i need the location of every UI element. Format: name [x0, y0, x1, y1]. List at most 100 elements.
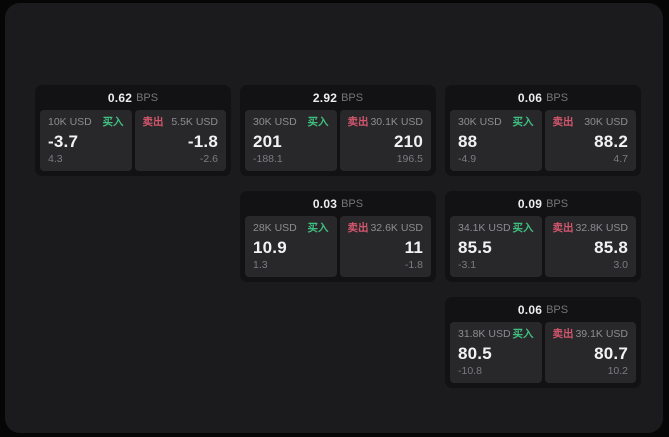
sell-sub-value: 3.0: [613, 259, 628, 271]
sell-quote-panel[interactable]: 卖出 39.1K USD 80.7 10.2: [544, 322, 636, 383]
bps-value: 0.06: [517, 90, 543, 105]
bps-suffix-label: BPS: [546, 303, 569, 316]
bps-value: 0.06: [517, 302, 543, 317]
sell-size: 39.1K USD: [575, 328, 628, 340]
sell-sub-value: -1.8: [404, 259, 423, 271]
bps-value: 2.92: [312, 90, 338, 105]
buy-sub-value: -10.8: [458, 365, 482, 377]
sell-price: 11: [404, 238, 423, 257]
bps-value: 0.09: [517, 196, 543, 211]
quote-card: 0.06 BPS 31.8K USD 买入 80.5 -10.8 卖出 39.1…: [445, 297, 641, 388]
quote-grid: 0.62 BPS 10K USD 买入 -3.7 4.3 卖出 5.5K USD…: [35, 85, 641, 388]
sell-size: 32.6K USD: [370, 222, 423, 234]
bps-suffix-label: BPS: [546, 91, 569, 104]
buy-side-label: 买入: [307, 222, 329, 234]
buy-top-row: 10K USD 买入: [48, 116, 124, 129]
buy-quote-panel[interactable]: 30K USD 买入 201 -188.1: [245, 110, 337, 171]
bps-suffix-label: BPS: [546, 197, 569, 210]
sell-side-label: 卖出: [142, 116, 164, 128]
quote-panels: 31.8K USD 买入 80.5 -10.8 卖出 39.1K USD 80.…: [450, 322, 636, 383]
sell-size: 32.8K USD: [575, 222, 628, 234]
quote-panels: 10K USD 买入 -3.7 4.3 卖出 5.5K USD -1.8 -2.…: [40, 110, 226, 171]
sell-price: 85.8: [594, 238, 628, 257]
buy-sub-value: 1.3: [253, 259, 268, 271]
sell-sub-value: 10.2: [607, 365, 628, 377]
buy-price: 85.5: [458, 238, 492, 257]
sell-price: 210: [394, 132, 423, 151]
sell-quote-panel[interactable]: 卖出 32.8K USD 85.8 3.0: [544, 216, 636, 277]
bps-header: 2.92 BPS: [245, 85, 431, 110]
sell-price: 88.2: [594, 132, 628, 151]
buy-size: 10K USD: [48, 116, 92, 128]
buy-top-row: 30K USD 买入: [253, 116, 329, 129]
bps-header: 0.62 BPS: [40, 85, 226, 110]
quote-card: 0.62 BPS 10K USD 买入 -3.7 4.3 卖出 5.5K USD…: [35, 85, 231, 176]
buy-top-row: 31.8K USD 买入: [458, 328, 534, 341]
bps-header: 0.03 BPS: [245, 191, 431, 216]
sell-size: 30.1K USD: [370, 116, 423, 128]
buy-size: 30K USD: [253, 116, 297, 128]
sell-size: 5.5K USD: [171, 116, 218, 128]
buy-size: 31.8K USD: [458, 328, 511, 340]
bps-value: 0.62: [107, 90, 133, 105]
buy-price: 80.5: [458, 344, 492, 363]
buy-quote-panel[interactable]: 10K USD 买入 -3.7 4.3: [40, 110, 132, 171]
sell-side-label: 卖出: [552, 116, 574, 128]
buy-sub-value: -188.1: [253, 153, 283, 165]
buy-price: 201: [253, 132, 282, 151]
buy-quote-panel[interactable]: 28K USD 买入 10.9 1.3: [245, 216, 337, 277]
sell-sub-value: -2.6: [199, 153, 218, 165]
sell-top-row: 卖出 5.5K USD: [143, 116, 219, 129]
buy-side-label: 买入: [512, 328, 534, 340]
quote-card: 0.09 BPS 34.1K USD 买入 85.5 -3.1 卖出 32.8K…: [445, 191, 641, 282]
sell-quote-panel[interactable]: 卖出 30.1K USD 210 196.5: [339, 110, 431, 171]
buy-side-label: 买入: [512, 116, 534, 128]
bps-value: 0.03: [312, 196, 338, 211]
sell-quote-panel[interactable]: 卖出 5.5K USD -1.8 -2.6: [134, 110, 226, 171]
buy-sub-value: -4.9: [458, 153, 477, 165]
sell-side-label: 卖出: [552, 328, 574, 340]
buy-size: 28K USD: [253, 222, 297, 234]
sell-side-label: 卖出: [347, 222, 369, 234]
buy-top-row: 34.1K USD 买入: [458, 222, 534, 235]
bps-header: 0.09 BPS: [450, 191, 636, 216]
buy-quote-panel[interactable]: 30K USD 买入 88 -4.9: [450, 110, 542, 171]
bps-suffix-label: BPS: [341, 197, 364, 210]
bps-header: 0.06 BPS: [450, 85, 636, 110]
sell-sub-value: 196.5: [396, 153, 423, 165]
sell-quote-panel[interactable]: 卖出 30K USD 88.2 4.7: [544, 110, 636, 171]
bps-suffix-label: BPS: [341, 91, 364, 104]
buy-top-row: 30K USD 买入: [458, 116, 534, 129]
sell-top-row: 卖出 30K USD: [553, 116, 629, 129]
buy-side-label: 买入: [307, 116, 329, 128]
quote-panels: 28K USD 买入 10.9 1.3 卖出 32.6K USD 11 -1.8: [245, 216, 431, 277]
quote-panels: 34.1K USD 买入 85.5 -3.1 卖出 32.8K USD 85.8…: [450, 216, 636, 277]
sell-price: 80.7: [594, 344, 628, 363]
quote-card: 0.03 BPS 28K USD 买入 10.9 1.3 卖出 32.6K US…: [240, 191, 436, 282]
quote-card: 2.92 BPS 30K USD 买入 201 -188.1 卖出 30.1K …: [240, 85, 436, 176]
buy-price: -3.7: [48, 132, 79, 151]
sell-top-row: 卖出 30.1K USD: [348, 116, 424, 129]
buy-price: 10.9: [253, 238, 287, 257]
buy-quote-panel[interactable]: 31.8K USD 买入 80.5 -10.8: [450, 322, 542, 383]
sell-price: -1.8: [187, 132, 218, 151]
quote-panels: 30K USD 买入 201 -188.1 卖出 30.1K USD 210 1…: [245, 110, 431, 171]
bps-header: 0.06 BPS: [450, 297, 636, 322]
sell-top-row: 卖出 32.8K USD: [553, 222, 629, 235]
buy-quote-panel[interactable]: 34.1K USD 买入 85.5 -3.1: [450, 216, 542, 277]
buy-price: 88: [458, 132, 478, 151]
sell-side-label: 卖出: [552, 222, 574, 234]
sell-top-row: 卖出 39.1K USD: [553, 328, 629, 341]
buy-side-label: 买入: [512, 222, 534, 234]
sell-size: 30K USD: [584, 116, 628, 128]
buy-sub-value: 4.3: [48, 153, 63, 165]
buy-size: 30K USD: [458, 116, 502, 128]
sell-quote-panel[interactable]: 卖出 32.6K USD 11 -1.8: [339, 216, 431, 277]
buy-sub-value: -3.1: [458, 259, 477, 271]
quote-card: 0.06 BPS 30K USD 买入 88 -4.9 卖出 30K USD 8…: [445, 85, 641, 176]
sell-side-label: 卖出: [347, 116, 369, 128]
buy-top-row: 28K USD 买入: [253, 222, 329, 235]
sell-sub-value: 4.7: [613, 153, 628, 165]
buy-side-label: 买入: [102, 116, 124, 128]
